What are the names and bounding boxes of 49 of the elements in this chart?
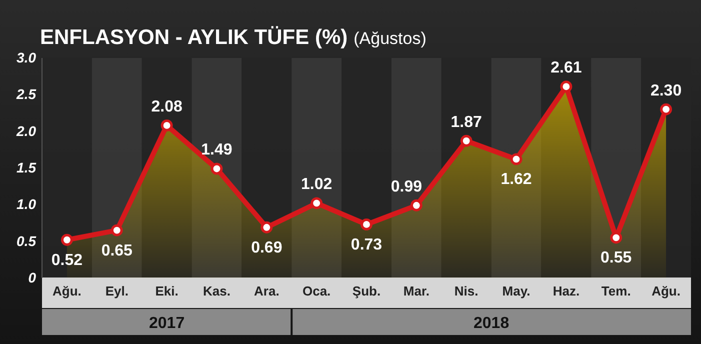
x-tick-label: Eki. <box>155 283 178 298</box>
point <box>110 224 123 236</box>
point <box>60 234 73 246</box>
point <box>460 134 472 147</box>
point <box>210 162 223 175</box>
data-label: 1.62 <box>500 171 532 188</box>
data-label: 0.99 <box>390 178 422 196</box>
x-tick-label: Haz. <box>552 283 580 298</box>
data-label: 1.87 <box>450 114 482 131</box>
data-label: 2.08 <box>151 98 182 116</box>
data-label: 1.02 <box>301 176 332 194</box>
data-label: 0.69 <box>251 239 282 256</box>
point <box>660 103 672 116</box>
x-tick-label: Şub. <box>352 283 381 298</box>
data-label: 2.30 <box>650 82 682 100</box>
point <box>510 153 522 166</box>
data-label: 2.61 <box>550 60 582 77</box>
x-tick-label: Tem. <box>601 283 631 298</box>
x-tick-label: Ağu. <box>52 283 82 298</box>
point <box>260 221 273 234</box>
data-label: 0.65 <box>101 242 133 260</box>
y-tick-label: 2.5 <box>16 86 36 102</box>
data-label: 0.73 <box>350 236 382 254</box>
chart-title: ENFLASYON - AYLIK TÜFE (%) <box>40 26 348 49</box>
point <box>160 120 173 132</box>
x-tick-label: May. <box>502 283 530 298</box>
y-tick-label: 1.5 <box>16 159 36 176</box>
x-tick-label: Ağu. <box>652 283 680 298</box>
text: 2018 <box>474 315 510 332</box>
y-tick-label: 3.0 <box>16 49 36 66</box>
chart-subtitle: (Ağustos) <box>354 29 426 48</box>
point <box>310 197 323 210</box>
x-tick-label: Ara. <box>254 283 280 298</box>
data-label: 1.49 <box>201 142 232 159</box>
y-tick-label: 0 <box>28 269 36 286</box>
x-tick-label: Eyl. <box>105 283 128 298</box>
y-tick-label: 2.0 <box>16 122 36 139</box>
data-label: 0.52 <box>51 252 83 269</box>
x-tick-label: Mar. <box>403 283 430 298</box>
text: 2017 <box>149 315 185 332</box>
x-tick-label: Kas. <box>202 283 230 298</box>
point <box>360 218 372 230</box>
x-tick-label: Nis. <box>454 283 478 298</box>
point <box>560 80 572 93</box>
point <box>410 199 422 212</box>
x-tick-label: Oca. <box>302 283 331 298</box>
data-label: 0.55 <box>600 250 632 267</box>
y-tick-label: 1.0 <box>16 196 36 212</box>
y-tick-label: 0.5 <box>16 232 36 249</box>
